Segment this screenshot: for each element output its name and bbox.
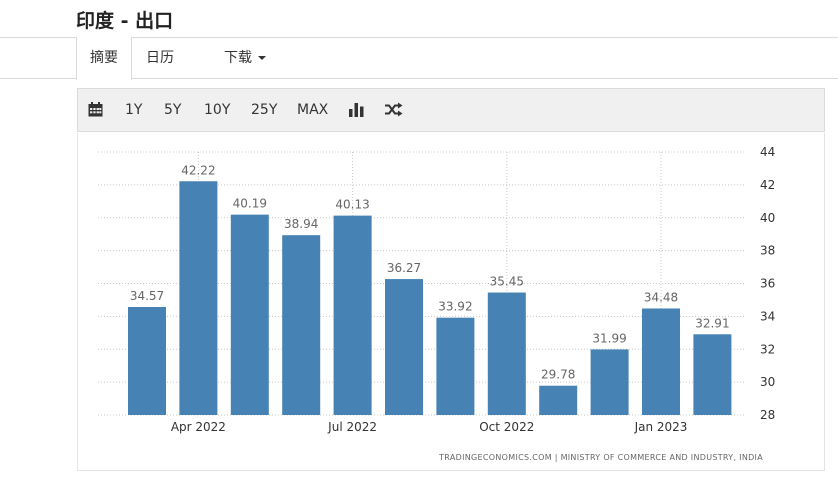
bar-value-label: 33.92 <box>438 300 472 314</box>
range-25y-button[interactable]: 25Y <box>251 102 278 118</box>
calendar-icon-svg <box>88 102 103 117</box>
x-tick-label: Apr 2022 <box>171 420 226 434</box>
bar[interactable] <box>282 235 321 415</box>
chart-source: TRADINGECONOMICS.COM | MINISTRY OF COMME… <box>438 453 763 462</box>
range-5y-button[interactable]: 5Y <box>164 102 182 118</box>
bar-value-label: 40.19 <box>233 197 267 211</box>
x-tick-label: Oct 2022 <box>479 420 534 434</box>
bar-value-label: 32.91 <box>695 316 729 330</box>
bar[interactable] <box>436 317 475 415</box>
y-tick-label: 30 <box>760 375 775 389</box>
bar-value-label: 34.57 <box>130 289 164 303</box>
bar-value-label: 35.45 <box>490 275 524 289</box>
bar[interactable] <box>128 307 166 415</box>
tab-summary[interactable]: 摘要 <box>76 37 132 80</box>
y-tick-label: 40 <box>760 211 775 225</box>
bar[interactable] <box>179 181 218 415</box>
bar[interactable] <box>590 349 629 415</box>
bar-value-label: 38.94 <box>284 217 318 231</box>
bar[interactable] <box>385 279 423 415</box>
y-tick-label: 36 <box>760 277 775 291</box>
bar-value-label: 34.48 <box>644 290 678 304</box>
shuffle-icon-svg <box>385 102 403 117</box>
y-tick-label: 28 <box>760 408 775 422</box>
x-tick-label: Jul 2022 <box>327 420 377 434</box>
caret-down-icon <box>258 56 266 60</box>
calendar-icon[interactable] <box>88 102 103 118</box>
tab-bar: 摘要 日历 下载 <box>0 37 838 80</box>
bar[interactable] <box>487 292 526 415</box>
y-tick-label: 34 <box>760 309 775 323</box>
bar[interactable] <box>539 385 578 415</box>
chart-toolbar: 1Y 5Y 10Y 25Y MAX <box>77 88 825 132</box>
y-tick-label: 44 <box>760 145 775 159</box>
bar-chart-icon[interactable] <box>349 102 364 118</box>
tab-calendar[interactable]: 日历 <box>146 50 174 66</box>
export-bar-chart: 34.57 42.22 40.19 38.94 40.13 36.27 33.92 35.45… <box>98 145 775 462</box>
range-1y-button[interactable]: 1Y <box>125 102 143 118</box>
bar-value-label: 42.22 <box>181 163 215 177</box>
range-10y-button[interactable]: 10Y <box>204 102 231 118</box>
range-max-button[interactable]: MAX <box>297 102 329 118</box>
shuffle-icon[interactable] <box>385 102 403 118</box>
page-title: 印度 - 出口 <box>76 10 174 32</box>
y-tick-label: 42 <box>760 178 775 192</box>
bar[interactable] <box>333 215 372 415</box>
bar[interactable] <box>693 334 732 415</box>
bar-value-label: 36.27 <box>387 261 421 275</box>
bar-value-label: 31.99 <box>592 331 626 345</box>
chart-panel: 34.57 42.22 40.19 38.94 40.13 36.27 33.92 35.45… <box>77 133 825 471</box>
bar-value-label: 29.78 <box>541 368 575 382</box>
bar[interactable] <box>230 214 269 415</box>
x-tick-label: Jan 2023 <box>634 420 688 434</box>
y-tick-label: 32 <box>760 342 775 356</box>
bar-value-label: 40.13 <box>335 198 369 212</box>
bar[interactable] <box>642 308 680 415</box>
tab-download[interactable]: 下载 <box>224 38 266 79</box>
y-tick-label: 38 <box>760 244 775 258</box>
tab-download-label: 下载 <box>224 50 252 66</box>
bar-chart-icon-svg <box>349 103 364 117</box>
